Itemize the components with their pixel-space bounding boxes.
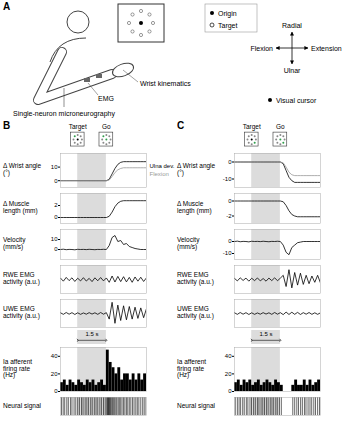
- svg-text:A: A: [3, 1, 10, 12]
- html-text:RWE EMG activity (a.u.): RWE EMG activity (a.u.): [3, 271, 40, 285]
- svg-text:Target: Target: [69, 123, 87, 131]
- svg-text:-2: -2: [226, 213, 232, 219]
- html-text:Velocity (mm/s): Velocity (mm/s): [177, 236, 200, 250]
- svg-text:0: 0: [54, 214, 58, 220]
- html-text:Neural signal: Neural signal: [177, 401, 215, 409]
- html-text:Ia afferent firing rate (Hz): Ia afferent firing rate (Hz): [3, 357, 33, 379]
- svg-text:Visual cursor: Visual cursor: [276, 97, 317, 104]
- html-text:Neural signal: Neural signal: [3, 401, 41, 409]
- svg-text:Go: Go: [102, 123, 111, 130]
- svg-text:0: 0: [228, 238, 232, 244]
- svg-text:Ulnar: Ulnar: [284, 67, 301, 74]
- html-text:C: C: [177, 120, 185, 131]
- html-text:Δ Muscle length (mm): Δ Muscle length (mm): [3, 200, 38, 214]
- svg-text:20: 20: [225, 371, 232, 377]
- svg-text:Extension: Extension: [311, 45, 342, 52]
- svg-text:Radial: Radial: [282, 22, 302, 29]
- svg-text:EMG: EMG: [98, 95, 114, 102]
- html-text:Δ Muscle length (mm): Δ Muscle length (mm): [177, 200, 212, 214]
- html-text:Δ Wrist angle (°): Δ Wrist angle (°): [177, 162, 216, 176]
- svg-text:0: 0: [228, 198, 232, 204]
- svg-text:-10: -10: [223, 176, 232, 182]
- svg-text:0: 0: [54, 246, 58, 252]
- html-text:Velocity (mm/s): Velocity (mm/s): [3, 236, 26, 250]
- svg-text:Ulna dev.: Ulna dev.: [150, 163, 175, 169]
- svg-text:Flexion: Flexion: [250, 45, 273, 52]
- svg-text:Target: Target: [243, 123, 261, 131]
- svg-text:2: 2: [54, 202, 58, 208]
- svg-text:1.5 s: 1.5 s: [86, 331, 99, 337]
- html-text:UWE EMG activity (a.u.): UWE EMG activity (a.u.): [177, 305, 214, 319]
- svg-text:10: 10: [51, 164, 58, 170]
- html-text:Ia afferent firing rate (Hz): Ia afferent firing rate (Hz): [177, 357, 207, 379]
- html-text:UWE EMG activity (a.u.): UWE EMG activity (a.u.): [3, 305, 40, 319]
- svg-text:0: 0: [54, 178, 58, 184]
- html-text:Δ Wrist angle (°): Δ Wrist angle (°): [3, 162, 42, 176]
- svg-text:Flexion: Flexion: [150, 171, 169, 177]
- html-text:B: B: [3, 120, 11, 131]
- svg-text:0: 0: [228, 159, 232, 165]
- svg-text:40: 40: [225, 353, 232, 359]
- svg-text:Target: Target: [218, 22, 238, 30]
- svg-text:40: 40: [51, 353, 58, 359]
- svg-text:-10: -10: [223, 250, 232, 256]
- svg-text:Single-neuron microneurography: Single-neuron microneurography: [13, 110, 115, 118]
- svg-text:0: 0: [228, 388, 232, 394]
- html-text:RWE EMG activity (a.u.): RWE EMG activity (a.u.): [177, 271, 214, 285]
- svg-text:10: 10: [51, 236, 58, 242]
- svg-text:Wrist kinematics: Wrist kinematics: [140, 80, 191, 87]
- svg-text:Go: Go: [276, 123, 285, 130]
- svg-text:20: 20: [51, 371, 58, 377]
- svg-text:1.5 s: 1.5 s: [260, 331, 273, 337]
- svg-text:Origin: Origin: [218, 10, 237, 18]
- svg-text:0: 0: [54, 388, 58, 394]
